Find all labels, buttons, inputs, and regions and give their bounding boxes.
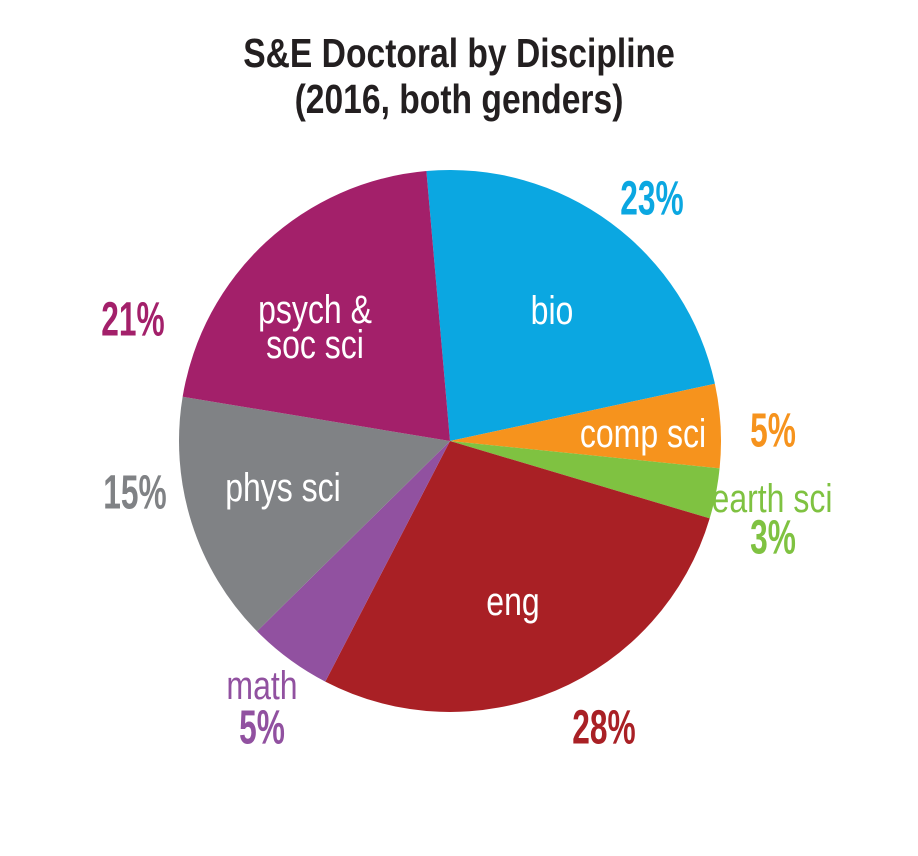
slice-pct-bio: 23% xyxy=(620,171,683,225)
slice-pct-earth-sci: 3% xyxy=(750,510,796,564)
slice-label-psych-soc-sci: soc sci xyxy=(266,321,364,366)
slice-pct-comp-sci: 5% xyxy=(750,403,796,457)
chart-subtitle: (2016, both genders) xyxy=(294,76,624,122)
chart-title-block: S&E Doctoral by Discipline (2016, both g… xyxy=(83,30,836,122)
chart-title: S&E Doctoral by Discipline xyxy=(243,30,675,76)
pie-slice-eng xyxy=(325,441,710,712)
slice-label-math: math xyxy=(226,662,297,707)
slice-pct-eng: 28% xyxy=(572,700,635,754)
slice-label-phys-sci: phys sci xyxy=(225,464,341,509)
pie-slice-bio xyxy=(426,170,715,441)
pie-slice-earth-sci xyxy=(450,441,720,519)
slice-label-psych-soc-sci: psych & xyxy=(258,286,372,331)
slice-pct-phys-sci: 15% xyxy=(103,465,166,519)
slice-label-bio: bio xyxy=(531,287,574,332)
pie-slice-comp-sci xyxy=(450,383,722,469)
slice-pct-psych-soc-sci: 21% xyxy=(101,292,164,346)
slice-label-earth-sci: earth sci xyxy=(712,475,833,520)
pie-slice-psych-soc-sci xyxy=(182,171,450,441)
pie-slice-phys-sci xyxy=(179,396,451,632)
slice-label-eng: eng xyxy=(486,578,539,623)
slice-label-comp-sci: comp sci xyxy=(580,410,706,455)
pie-slice-math xyxy=(257,441,450,682)
slice-pct-math: 5% xyxy=(239,700,285,754)
